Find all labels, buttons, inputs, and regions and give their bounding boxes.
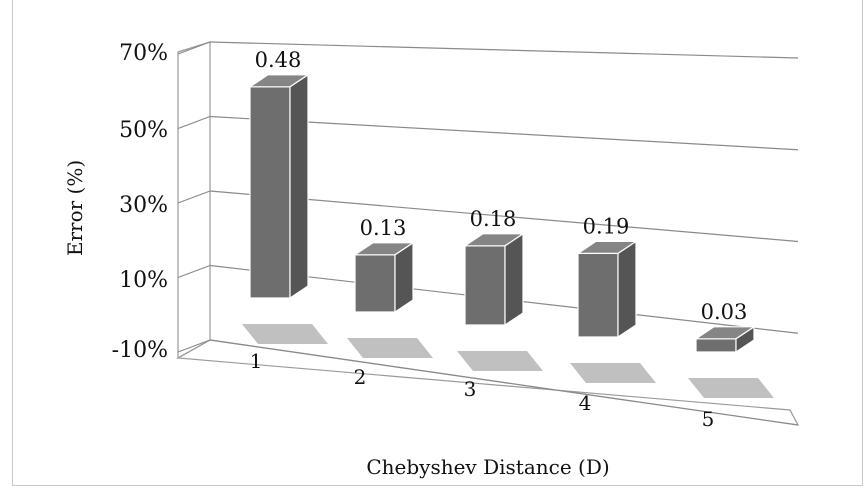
bar-shadow: [347, 338, 433, 358]
data-labels: 0.48 0.13 0.18 0.19 0.03: [255, 48, 748, 324]
x-tick-label: 3: [464, 377, 477, 401]
y-tick-label: -10%: [112, 338, 168, 363]
bar-shadow: [242, 324, 328, 344]
bar-shadows: [242, 324, 774, 398]
bar-3: [464, 245, 506, 326]
gridline-wall: [177, 264, 211, 279]
y-axis-title: Error (%): [63, 160, 87, 256]
bar-top: [694, 326, 756, 340]
data-label: 0.03: [701, 300, 748, 324]
bar-top: [463, 233, 525, 247]
y-tick-label: 50%: [119, 118, 168, 143]
x-tick-label: 2: [354, 365, 367, 389]
bar-5: [695, 338, 737, 353]
gridline-wall: [177, 339, 211, 353]
y-tick-label: 30%: [119, 193, 168, 218]
x-axis-ticks: 1 2 3 4 5: [250, 349, 715, 431]
x-axis-title: Chebyshev Distance (D): [366, 455, 609, 479]
gridline: [209, 339, 799, 426]
bar-side: [617, 240, 637, 339]
gridline-wall: [177, 41, 211, 55]
gridline-wall: [177, 190, 211, 204]
bar-shadow: [688, 378, 774, 398]
bar-top: [353, 242, 415, 256]
bar-top: [576, 240, 638, 254]
data-label: 0.48: [255, 48, 302, 72]
y-axis-ticks: 70% 50% 30% 10% -10%: [112, 41, 168, 363]
x-tick-label: 1: [250, 349, 263, 373]
bar-top: [248, 74, 310, 88]
x-tick-label: 4: [579, 391, 592, 415]
bar-side: [504, 232, 524, 327]
data-label: 0.13: [360, 216, 407, 240]
bar-4: [577, 252, 619, 338]
gridline-wall: [177, 115, 211, 130]
bars: [248, 73, 756, 354]
y-tick-label: 70%: [119, 41, 168, 66]
gridline: [209, 41, 799, 59]
chart-frame: [12, 0, 863, 486]
left-wall: [177, 41, 211, 360]
y-tick-label: 10%: [119, 268, 168, 293]
bar-2: [354, 254, 396, 313]
bar-shadow: [457, 351, 543, 371]
x-tick-label: 5: [702, 407, 715, 431]
bar-1: [249, 86, 291, 299]
data-label: 0.18: [470, 207, 517, 231]
bar-shadow: [570, 363, 656, 383]
data-label: 0.19: [583, 214, 630, 238]
bar-side: [289, 73, 309, 300]
